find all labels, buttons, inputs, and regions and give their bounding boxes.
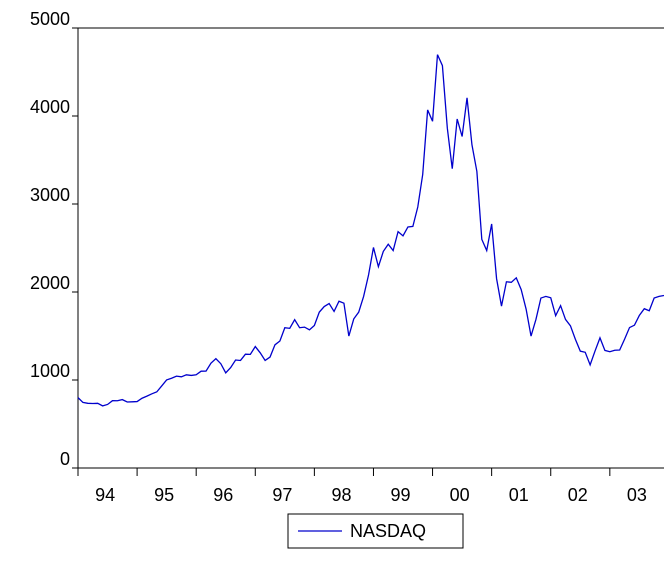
x-tick-label: 02 bbox=[568, 485, 588, 505]
x-tick-label: 98 bbox=[331, 485, 351, 505]
y-tick-label: 2000 bbox=[30, 273, 70, 293]
y-tick-label: 4000 bbox=[30, 97, 70, 117]
x-tick-label: 01 bbox=[509, 485, 529, 505]
x-tick-label: 97 bbox=[272, 485, 292, 505]
y-tick-label: 0 bbox=[60, 449, 70, 469]
y-tick-label: 5000 bbox=[30, 9, 70, 29]
legend-label: NASDAQ bbox=[350, 521, 426, 541]
x-tick-label: 03 bbox=[627, 485, 647, 505]
x-tick-label: 00 bbox=[450, 485, 470, 505]
x-tick-label: 99 bbox=[391, 485, 411, 505]
x-tick-label: 95 bbox=[154, 485, 174, 505]
series-line bbox=[77, 54, 664, 407]
y-tick-label: 3000 bbox=[30, 185, 70, 205]
x-tick-label: 94 bbox=[95, 485, 115, 505]
x-tick-label: 96 bbox=[213, 485, 233, 505]
y-tick-label: 1000 bbox=[30, 361, 70, 381]
